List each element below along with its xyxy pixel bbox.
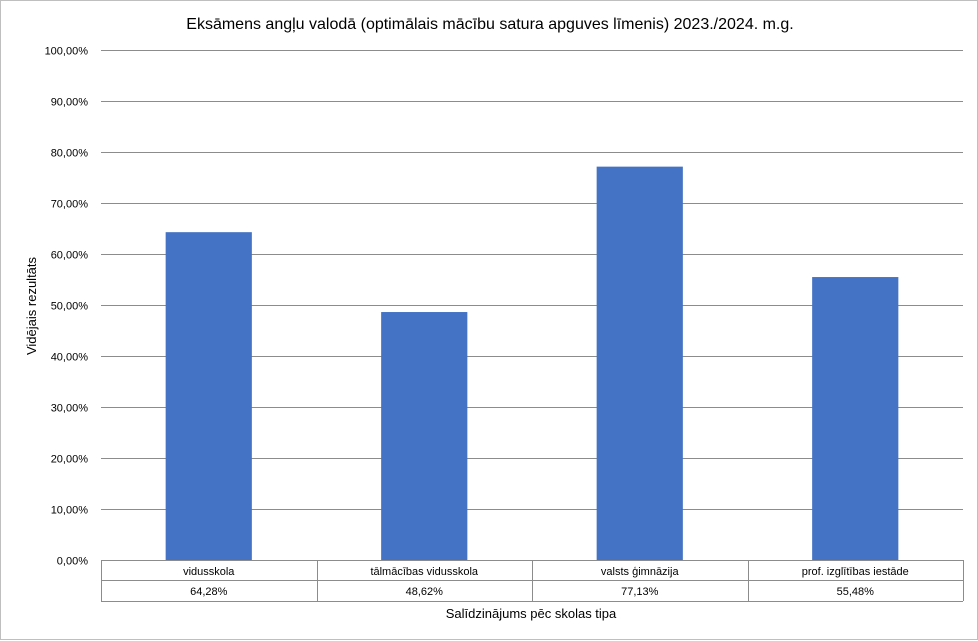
y-tick-label: 60,00% bbox=[51, 250, 89, 262]
y-tick-label: 40,00% bbox=[51, 352, 89, 364]
category-label: vidusskola bbox=[183, 566, 235, 578]
bar-2 bbox=[381, 312, 468, 560]
value-label: 64,28% bbox=[190, 586, 228, 598]
y-tick-label: 100,00% bbox=[45, 46, 89, 58]
bar-1 bbox=[165, 232, 252, 560]
y-tick-label: 90,00% bbox=[51, 97, 89, 109]
bar-4 bbox=[812, 277, 899, 560]
chart-title: Eksāmens angļu valodā (optimālais mācību… bbox=[186, 16, 793, 33]
bars bbox=[165, 166, 899, 560]
y-tick-label: 10,00% bbox=[51, 505, 89, 517]
x-axis-label: Salīdzinājums pēc skolas tipa bbox=[446, 606, 617, 621]
value-label: 77,13% bbox=[621, 586, 659, 598]
category-label: tālmācības vidusskola bbox=[370, 566, 478, 578]
category-label: valsts ģimnāzija bbox=[601, 565, 680, 578]
y-tick-label: 30,00% bbox=[51, 403, 89, 415]
y-tick-label: 80,00% bbox=[51, 148, 89, 160]
category-label: prof. izglītības iestāde bbox=[802, 566, 909, 578]
y-tick-label: 0,00% bbox=[57, 556, 88, 568]
value-label: 55,48% bbox=[837, 586, 875, 598]
bar-3 bbox=[596, 166, 683, 560]
y-tick-label: 50,00% bbox=[51, 301, 89, 313]
y-tick-label: 20,00% bbox=[51, 454, 89, 466]
y-tick-label: 70,00% bbox=[51, 199, 89, 211]
y-axis-label: Vidējais rezultāts bbox=[24, 256, 39, 355]
value-label: 48,62% bbox=[406, 586, 444, 598]
data-table: vidusskola 64,28% tālmācības vidusskola 48,… bbox=[101, 560, 964, 602]
